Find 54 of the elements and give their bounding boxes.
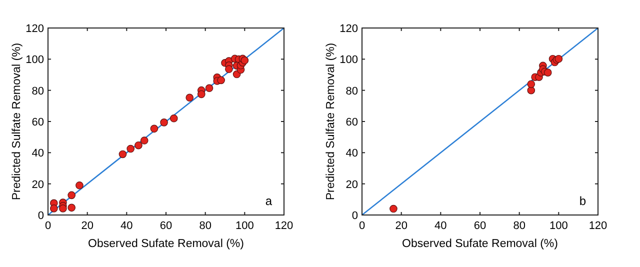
x-tick-label: 40 bbox=[120, 220, 133, 232]
y-tick-label: 120 bbox=[340, 23, 358, 35]
y-tick-label: 60 bbox=[32, 116, 44, 128]
point bbox=[205, 84, 214, 92]
point bbox=[140, 136, 148, 144]
x-tick-label: 80 bbox=[199, 220, 212, 232]
point bbox=[217, 76, 225, 84]
y-tick-label: 40 bbox=[346, 148, 358, 160]
y-tick-label: 100 bbox=[340, 54, 358, 66]
y-tick-label: 80 bbox=[346, 85, 358, 98]
point bbox=[50, 204, 58, 212]
point bbox=[225, 65, 233, 74]
y-tick-label: 60 bbox=[346, 116, 358, 128]
x-axis-title: Observed Sufate Removal (%) bbox=[402, 238, 558, 250]
point bbox=[390, 204, 398, 213]
point bbox=[160, 118, 168, 126]
y-tick-label: 40 bbox=[32, 148, 44, 160]
x-tick-label: 0 bbox=[358, 220, 366, 232]
annotation: a bbox=[265, 194, 272, 208]
x-tick-label: 40 bbox=[434, 220, 447, 232]
x-tick-label: 20 bbox=[81, 220, 94, 232]
point bbox=[59, 204, 67, 212]
y-axis-title: Predicted Sulfate Removal (%) bbox=[11, 42, 23, 200]
annotation: b bbox=[579, 194, 586, 208]
x-tick-label: 60 bbox=[474, 220, 486, 232]
point bbox=[68, 204, 76, 212]
point bbox=[126, 144, 134, 153]
x-tick-label: 20 bbox=[395, 220, 408, 232]
y-tick-label: 120 bbox=[26, 23, 44, 35]
point bbox=[68, 191, 76, 200]
point bbox=[150, 124, 158, 133]
x-tick-label: 60 bbox=[160, 220, 172, 232]
y-axis-title: Predicted Sulfate Removal (%) bbox=[325, 42, 337, 200]
y-tick-label: 0 bbox=[352, 210, 358, 222]
y-tick-label: 20 bbox=[32, 178, 44, 191]
x-axis-title: Observed Sufate Removal (%) bbox=[88, 238, 244, 250]
y-tick-label: 80 bbox=[32, 85, 44, 98]
x-tick-label: 0 bbox=[44, 220, 52, 232]
point bbox=[170, 114, 178, 122]
x-tick-label: 120 bbox=[588, 220, 608, 232]
point bbox=[134, 141, 142, 150]
point bbox=[198, 90, 206, 98]
y-tick-label: 20 bbox=[346, 178, 358, 191]
x-tick-label: 120 bbox=[274, 220, 294, 232]
y-tick-label: 0 bbox=[38, 210, 44, 222]
x-tick-label: 100 bbox=[235, 220, 254, 232]
x-tick-label: 100 bbox=[549, 220, 568, 232]
point bbox=[527, 80, 536, 88]
point bbox=[544, 68, 552, 76]
x-tick-label: 80 bbox=[513, 220, 526, 232]
y-tick-label: 100 bbox=[26, 54, 44, 66]
point bbox=[118, 150, 127, 158]
point bbox=[76, 182, 84, 190]
point bbox=[186, 94, 194, 102]
